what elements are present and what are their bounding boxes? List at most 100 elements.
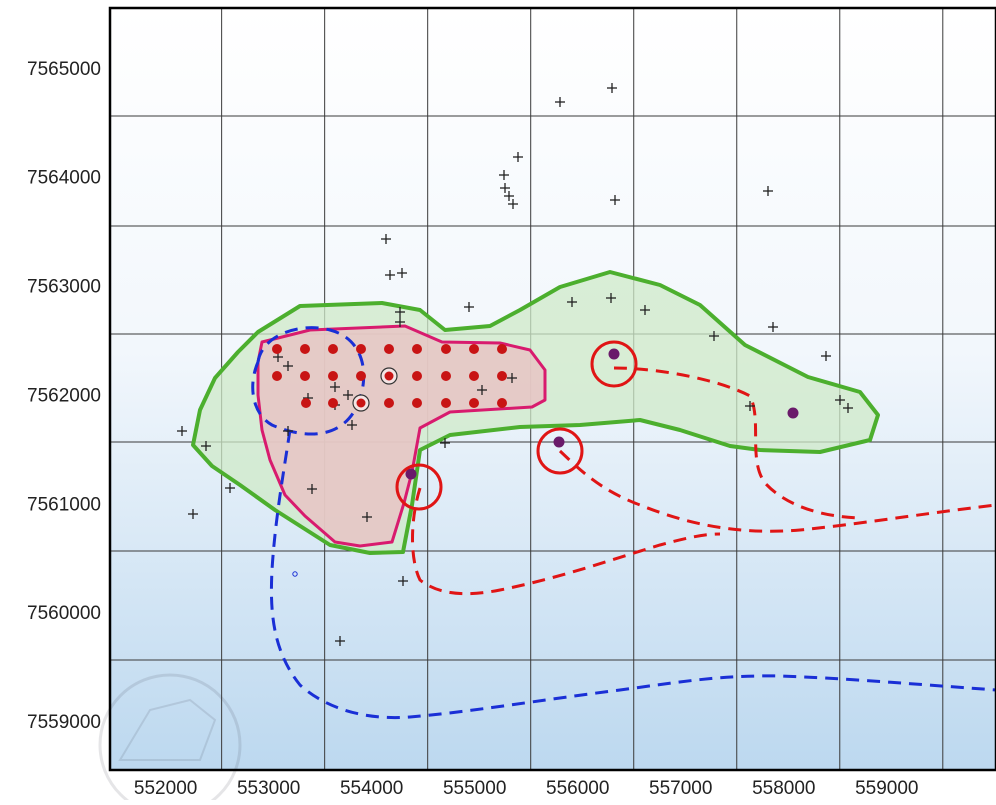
cross-marker-icon bbox=[335, 636, 345, 646]
target-point-icon bbox=[405, 468, 417, 480]
sample-point-icon bbox=[384, 398, 394, 408]
cross-marker-icon bbox=[307, 484, 317, 494]
x-tick-label: 556000 bbox=[546, 778, 609, 799]
sample-point-icon bbox=[441, 344, 451, 354]
cross-marker-icon bbox=[567, 297, 577, 307]
cross-marker-icon bbox=[283, 426, 293, 436]
sample-point-icon bbox=[412, 398, 422, 408]
y-tick-label: 7561000 bbox=[27, 494, 101, 515]
cross-marker-icon bbox=[347, 420, 357, 430]
special-station-icon bbox=[352, 394, 370, 412]
y-tick-label: 7563000 bbox=[27, 277, 101, 298]
cross-marker-icon bbox=[343, 390, 353, 400]
cross-marker-icon bbox=[835, 395, 845, 405]
highlight-rings bbox=[395, 340, 638, 511]
special-station-icon bbox=[380, 367, 398, 385]
cross-marker-icon bbox=[843, 403, 853, 413]
sample-point-icon bbox=[356, 344, 366, 354]
target-point-icon bbox=[608, 348, 620, 360]
sample-point-icon bbox=[384, 344, 394, 354]
cross-marker-icon bbox=[768, 322, 778, 332]
x-tick-label: 554000 bbox=[340, 778, 403, 799]
highlight-circle-icon bbox=[536, 427, 584, 475]
y-tick-label: 7562000 bbox=[27, 385, 101, 406]
x-tick-label: 552000 bbox=[134, 778, 197, 799]
target-points bbox=[292, 348, 799, 577]
sample-point-icon bbox=[300, 371, 310, 381]
sample-point-icon bbox=[497, 371, 507, 381]
sample-point-icon bbox=[441, 371, 451, 381]
highlight-circle-icon bbox=[395, 463, 443, 511]
y-tick-label: 7564000 bbox=[27, 168, 101, 189]
cross-marker-icon bbox=[201, 441, 211, 451]
cross-marker-icon bbox=[177, 426, 187, 436]
cross-marker-icon bbox=[362, 512, 372, 522]
cross-marker-icon bbox=[395, 317, 405, 327]
x-tick-label: 559000 bbox=[855, 778, 918, 799]
y-tick-label: 7560000 bbox=[27, 603, 101, 624]
grid-lines bbox=[110, 8, 996, 770]
sample-point-icon bbox=[469, 398, 479, 408]
sample-point-icon bbox=[356, 371, 366, 381]
cross-marker-icon bbox=[381, 234, 391, 244]
y-axis-labels: 7565000 7564000 7563000 7562000 7561000 75600… bbox=[27, 59, 101, 733]
x-tick-label: 555000 bbox=[443, 778, 506, 799]
cross-marker-icon bbox=[763, 186, 773, 196]
cross-marker-icon bbox=[606, 293, 616, 303]
target-point-icon bbox=[787, 407, 799, 419]
cross-marker-icon bbox=[504, 191, 514, 201]
cross-marker-icon bbox=[555, 97, 565, 107]
cross-marker-icon bbox=[513, 152, 523, 162]
blue-dashed-track bbox=[269, 429, 996, 720]
cross-marker-icon bbox=[607, 83, 617, 93]
cross-marker-icon bbox=[188, 509, 198, 519]
cross-marker-icon bbox=[507, 373, 517, 383]
cross-marker-icon bbox=[499, 170, 509, 180]
cross-marker-icon bbox=[709, 331, 719, 341]
y-tick-label: 7559000 bbox=[27, 712, 101, 733]
cross-marker-icon bbox=[398, 576, 408, 586]
cross-marker-icon bbox=[821, 351, 831, 361]
cross-marker-icon bbox=[330, 382, 340, 392]
cross-markers bbox=[177, 83, 853, 646]
cross-marker-icon bbox=[745, 401, 755, 411]
x-axis-labels: 552000 553000 554000 555000 556000 557000 5580… bbox=[134, 778, 919, 799]
red-dashed-track-3 bbox=[411, 487, 721, 596]
sample-point-icon bbox=[412, 344, 422, 354]
cross-marker-icon bbox=[440, 438, 450, 448]
cross-marker-icon bbox=[640, 305, 650, 315]
cross-marker-icon bbox=[395, 307, 405, 317]
cross-marker-icon bbox=[283, 361, 293, 371]
sample-point-icon bbox=[469, 344, 479, 354]
sample-point-icon bbox=[272, 344, 282, 354]
sample-point-icon bbox=[328, 398, 338, 408]
red-dashed-track-1 bbox=[613, 366, 863, 520]
red-dashed-track-2 bbox=[558, 449, 996, 533]
sample-point-icon bbox=[328, 344, 338, 354]
sample-point-icon bbox=[328, 371, 338, 381]
x-tick-label: 553000 bbox=[237, 778, 300, 799]
target-point-icon bbox=[553, 436, 565, 448]
y-tick-label: 7565000 bbox=[27, 59, 101, 80]
map-frame bbox=[108, 6, 996, 772]
cross-marker-icon bbox=[610, 195, 620, 205]
small-marker-icon bbox=[292, 571, 298, 577]
sample-point-icon bbox=[441, 398, 451, 408]
sample-point-icon bbox=[497, 344, 507, 354]
cross-marker-icon bbox=[385, 270, 395, 280]
cross-marker-icon bbox=[508, 199, 518, 209]
cross-marker-icon bbox=[477, 385, 487, 395]
sample-point-icon bbox=[300, 344, 310, 354]
highlight-circle-icon bbox=[590, 340, 638, 388]
cross-marker-icon bbox=[500, 183, 510, 193]
x-tick-label: 557000 bbox=[649, 778, 712, 799]
watermark-emblem bbox=[98, 673, 242, 805]
sample-point-icon bbox=[272, 371, 282, 381]
sample-point-icon bbox=[412, 371, 422, 381]
sample-dot-grid bbox=[272, 344, 507, 408]
cross-marker-icon bbox=[464, 302, 474, 312]
cross-marker-icon bbox=[225, 483, 235, 493]
sample-point-icon bbox=[497, 398, 507, 408]
